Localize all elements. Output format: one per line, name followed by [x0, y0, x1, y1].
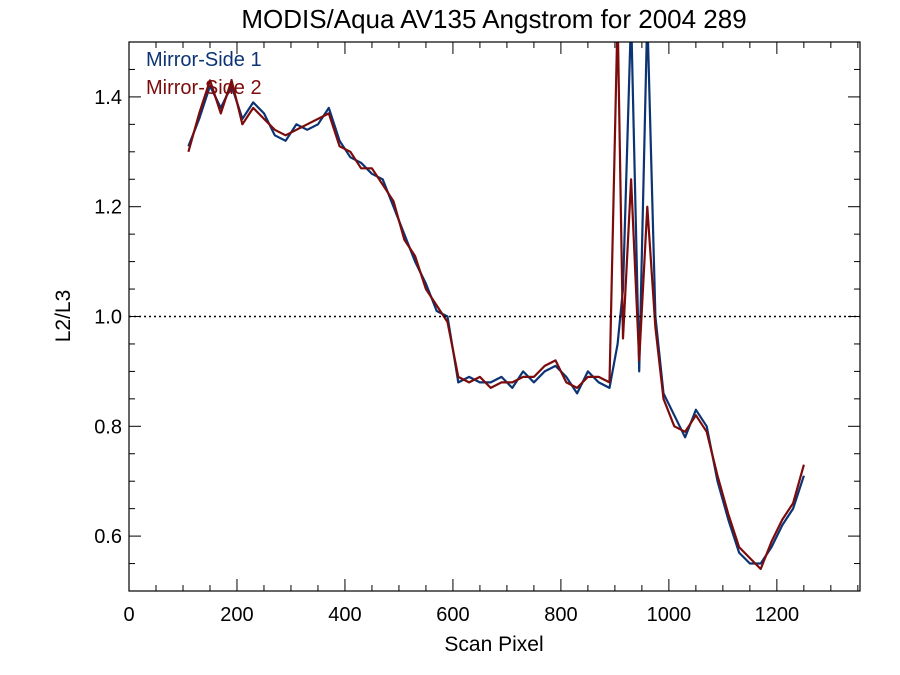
series-line-2 [187, 42, 805, 571]
chart-title: MODIS/Aqua AV135 Angstrom for 2004 289 [241, 4, 746, 34]
y-tick-label: 1.0 [94, 307, 122, 329]
y-tick-label: 0.6 [94, 526, 122, 548]
x-ticks: 0 200 400 600 800 1000 1200 [123, 42, 859, 626]
y-tick-label: 1.4 [94, 87, 122, 109]
x-tick-label: 0 [123, 604, 134, 626]
y-tick-label: 1.2 [94, 197, 122, 219]
y-tick-label: 0.8 [94, 416, 122, 438]
series-line-1 [187, 42, 805, 565]
legend-mirror-side-2: Mirror-Side 2 [146, 77, 262, 99]
y-ticks: 0.6 0.8 1.0 1.2 1.4 [94, 41, 860, 592]
y-axis-label: L2/L3 [52, 290, 75, 343]
legend-mirror-side-1: Mirror-Side 1 [146, 49, 262, 71]
x-tick-label: 800 [544, 604, 577, 626]
x-tick-label: 1000 [647, 604, 692, 626]
x-tick-label: 1200 [755, 604, 800, 626]
x-tick-label: 400 [328, 604, 361, 626]
series-layer [187, 42, 805, 571]
x-tick-label: 600 [436, 604, 469, 626]
x-axis-label: Scan Pixel [444, 633, 543, 656]
x-tick-label: 200 [220, 604, 253, 626]
